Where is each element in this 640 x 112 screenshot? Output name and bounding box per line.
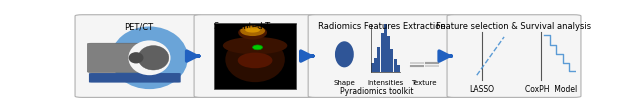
Text: Shape: Shape xyxy=(333,79,355,85)
FancyBboxPatch shape xyxy=(447,16,581,98)
Text: Segmented Tumour: Segmented Tumour xyxy=(214,22,296,31)
Bar xyxy=(378,47,380,72)
FancyBboxPatch shape xyxy=(89,73,180,83)
FancyBboxPatch shape xyxy=(88,44,157,73)
Ellipse shape xyxy=(238,26,267,40)
Ellipse shape xyxy=(223,38,287,55)
Text: CoxPH  Model: CoxPH Model xyxy=(525,84,577,93)
Ellipse shape xyxy=(253,46,262,50)
Text: Intensities: Intensities xyxy=(367,79,404,85)
Ellipse shape xyxy=(335,42,354,68)
Bar xyxy=(387,36,390,72)
Bar xyxy=(390,50,394,72)
Text: Pyradiomics toolkit: Pyradiomics toolkit xyxy=(340,87,413,96)
Ellipse shape xyxy=(129,53,143,64)
Bar xyxy=(394,60,397,72)
Text: LASSO: LASSO xyxy=(469,84,494,93)
Text: Radiomics Features Extraction: Radiomics Features Extraction xyxy=(317,22,445,31)
Bar xyxy=(374,58,377,72)
Text: Feature selection & Survival analysis: Feature selection & Survival analysis xyxy=(436,22,591,31)
Bar xyxy=(371,64,374,72)
Ellipse shape xyxy=(237,53,273,69)
Bar xyxy=(409,64,424,67)
FancyBboxPatch shape xyxy=(194,16,316,98)
Bar xyxy=(397,65,400,72)
FancyBboxPatch shape xyxy=(75,16,202,98)
Ellipse shape xyxy=(225,38,285,82)
Bar xyxy=(384,25,387,72)
Ellipse shape xyxy=(129,41,170,75)
Text: Texture: Texture xyxy=(411,79,436,85)
Bar xyxy=(424,62,438,64)
Bar xyxy=(424,64,438,67)
Ellipse shape xyxy=(245,28,260,33)
Bar xyxy=(409,62,424,64)
Ellipse shape xyxy=(138,46,169,70)
Text: PET/CT: PET/CT xyxy=(124,22,153,31)
Bar xyxy=(381,33,383,72)
FancyBboxPatch shape xyxy=(308,16,454,98)
Bar xyxy=(214,24,296,89)
Ellipse shape xyxy=(240,26,265,37)
Ellipse shape xyxy=(111,27,188,89)
